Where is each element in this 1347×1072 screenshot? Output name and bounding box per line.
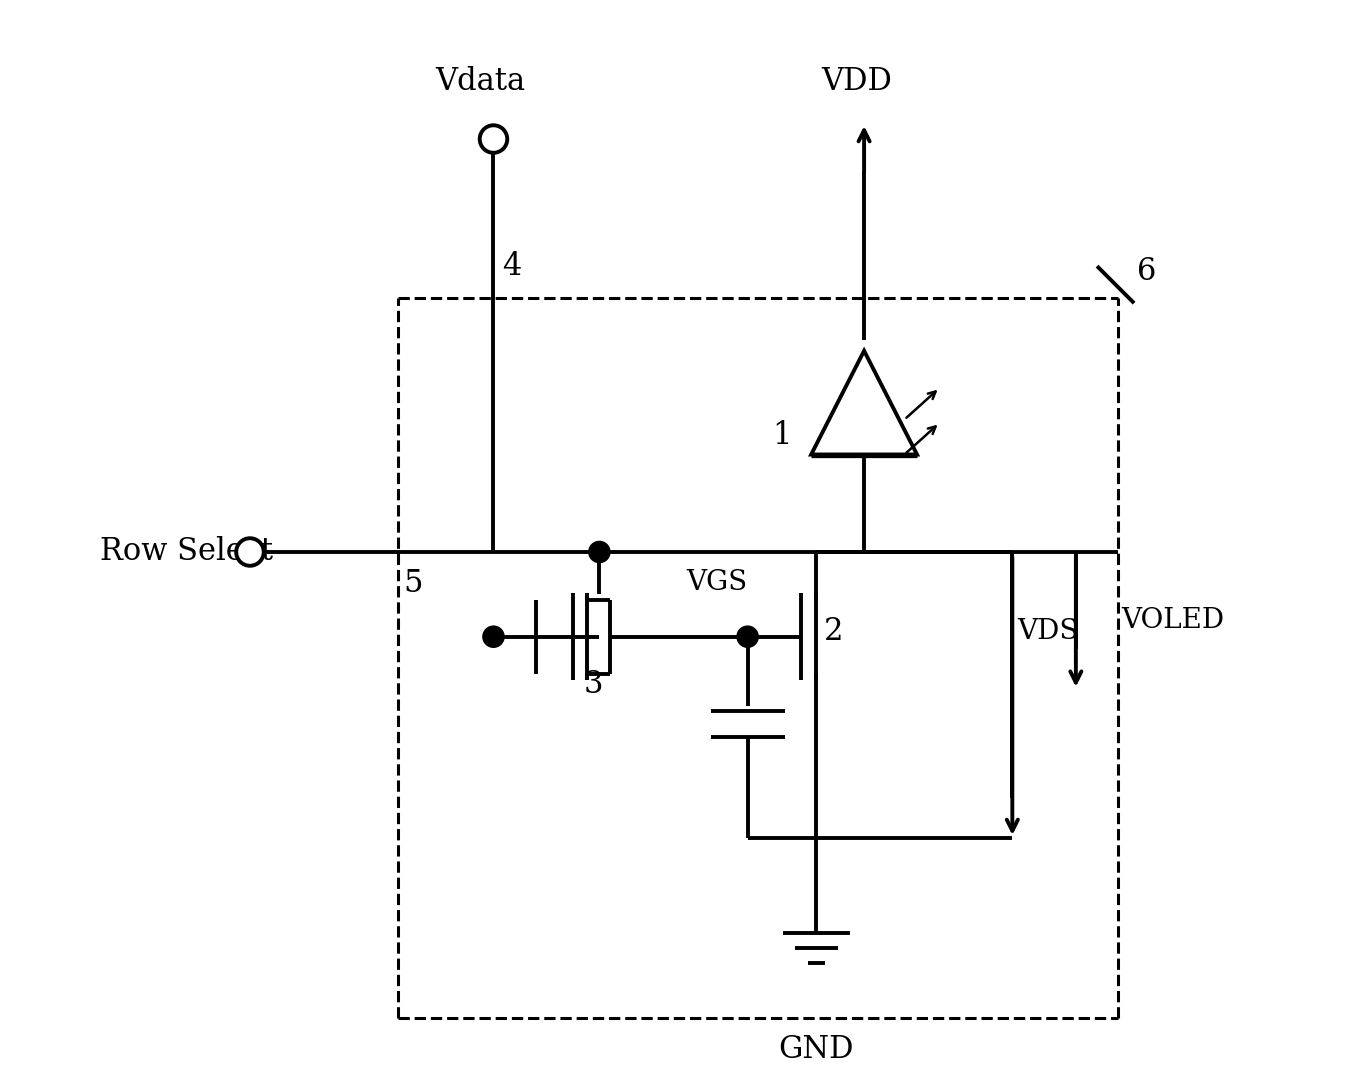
Text: Vdata: Vdata — [435, 65, 525, 96]
Circle shape — [484, 626, 504, 647]
Text: 2: 2 — [824, 616, 843, 646]
Text: GND: GND — [779, 1033, 854, 1064]
Text: 5: 5 — [404, 568, 423, 599]
Text: VOLED: VOLED — [1122, 608, 1224, 635]
Text: 6: 6 — [1137, 256, 1157, 287]
Text: VGS: VGS — [686, 569, 748, 596]
Text: VDD: VDD — [822, 65, 893, 96]
Text: 3: 3 — [583, 669, 603, 700]
Text: Row Select: Row Select — [100, 536, 272, 567]
Text: VDS: VDS — [1017, 617, 1079, 645]
Circle shape — [589, 541, 610, 563]
Circle shape — [236, 538, 264, 566]
Text: 4: 4 — [502, 251, 521, 282]
Circle shape — [480, 125, 508, 153]
Circle shape — [737, 626, 758, 647]
Text: 1: 1 — [773, 420, 792, 451]
